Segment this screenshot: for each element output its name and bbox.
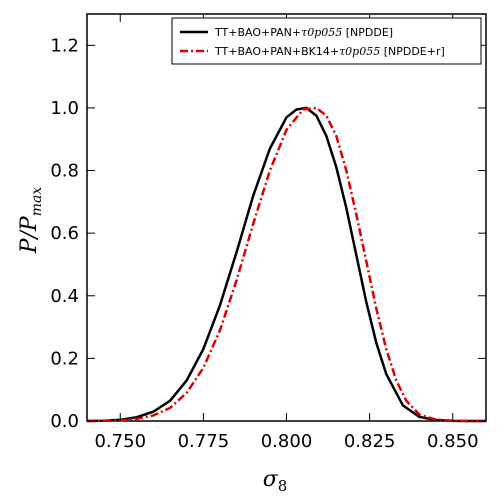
curves-layer [86, 106, 486, 423]
y-axis-ticks: 0.0 0.2 0.4 0.6 0.8 1.0 1.2 [50, 35, 486, 432]
legend-label-series-2-plain: TT+BAO+PAN+BK14+ [214, 45, 339, 58]
x-tick-label: 0.750 [94, 431, 146, 452]
legend-label-series-2-italic: τ0p055 [339, 45, 380, 58]
y-tick-label: 0.4 [50, 286, 79, 307]
y-tick-label: 0.0 [50, 411, 79, 432]
x-axis-label: σ8 [263, 467, 288, 495]
y-tick-label: 0.6 [50, 223, 79, 244]
y-tick-label: 1.0 [50, 98, 79, 119]
x-tick-label: 0.800 [261, 431, 313, 452]
x-axis-ticks: 0.750 0.775 0.800 0.825 0.850 [94, 14, 479, 452]
legend-label-series-1-suffix: [NPDDE] [342, 26, 393, 39]
legend-label-series-1-plain: TT+BAO+PAN+ [214, 26, 301, 39]
legend: TT+BAO+PAN+τ0p055 [NPDDE] TT+BAO+PAN+BK1… [171, 17, 482, 65]
legend-label-series-2-suffix: [NPDDE+r] [380, 45, 445, 58]
y-tick-label: 0.2 [50, 348, 79, 369]
x-axis-label-sub: 8 [278, 477, 288, 495]
plot-frame [86, 13, 487, 422]
x-tick-label: 0.775 [178, 431, 230, 452]
legend-label-series-1-italic: τ0p055 [301, 26, 342, 39]
x-tick-label: 0.825 [344, 431, 396, 452]
x-tick-label: 0.850 [427, 431, 479, 452]
legend-box [171, 17, 482, 65]
legend-label-series-1: TT+BAO+PAN+τ0p055 [NPDDE] [214, 26, 393, 39]
legend-label-series-2: TT+BAO+PAN+BK14+τ0p055 [NPDDE+r] [214, 45, 445, 58]
y-tick-label: 1.2 [50, 35, 79, 56]
y-axis-label: P/Pmax [17, 187, 45, 255]
x-axis-label-main: σ [263, 467, 279, 492]
y-axis-label-main: P/P [17, 215, 42, 254]
y-axis-label-sub: max [29, 187, 45, 217]
y-tick-label: 0.8 [50, 161, 79, 182]
